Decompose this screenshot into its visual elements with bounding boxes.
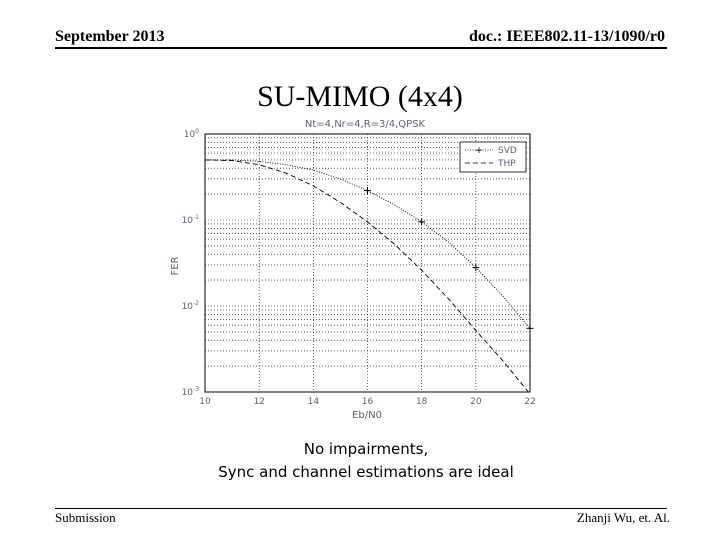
footer-submission: Submission (55, 510, 116, 525)
grid-lines (205, 134, 530, 392)
x-tick-label: 18 (416, 397, 428, 407)
legend-svd-label: SVD (498, 146, 517, 156)
series-marker-svd (364, 187, 371, 195)
series-marker-svd (526, 324, 534, 332)
y-axis-label: FER (170, 256, 181, 275)
header-divider (55, 47, 667, 49)
note-line-2: Sync and channel estimations are ideal (218, 463, 514, 481)
legend-box (459, 141, 527, 173)
y-tick-label: 100 (184, 128, 199, 140)
header-date: September 2013 (55, 28, 165, 45)
series-marker-svd (472, 264, 480, 272)
fer-chart: Nt=4,Nr=4,R=3/4,QPSK 10 12 14 16 18 20 2210010… (170, 119, 536, 421)
x-axis-label: Eb/N0 (352, 410, 382, 421)
series-lines (204, 159, 534, 395)
series-marker-svd (418, 218, 426, 226)
header-document-id: doc.: IEEE802.11-13/1090/r0 (468, 28, 665, 45)
footer-authors: Zhanji Wu, et. Al. (576, 510, 670, 525)
note-line-1: No impairments, (303, 440, 429, 458)
legend-thp-label: THP (497, 159, 516, 169)
x-tick-label: 12 (253, 397, 264, 407)
legend: + SVD THP (459, 141, 527, 173)
axis-ticks: 10 12 14 16 18 20 22 100 10-1 10-2 10-3 (182, 128, 536, 407)
slide-title: SU-MIMO (4x4) (257, 80, 463, 113)
y-tick-label: 10-3 (182, 386, 200, 398)
y-tick-label: 10-1 (182, 214, 200, 226)
x-tick-label: 10 (199, 397, 211, 407)
x-tick-label: 22 (524, 397, 535, 407)
footer-divider (55, 508, 667, 509)
y-tick-label: 10-2 (182, 300, 200, 312)
chart-title: Nt=4,Nr=4,R=3/4,QPSK (305, 119, 426, 130)
x-tick-label: 14 (308, 397, 320, 407)
legend-svd-marker: + (475, 146, 483, 156)
series-line-thp (204, 159, 531, 395)
x-tick-label: 16 (362, 397, 374, 407)
x-tick-label: 20 (470, 397, 482, 407)
